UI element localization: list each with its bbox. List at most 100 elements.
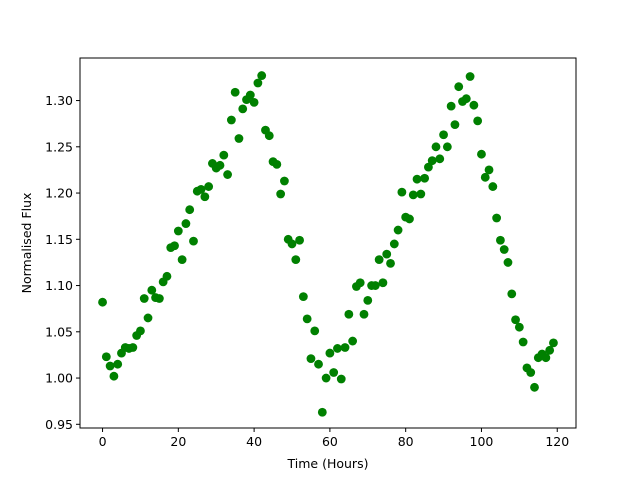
data-point	[344, 309, 354, 319]
data-point	[314, 359, 323, 369]
data-point	[204, 182, 214, 191]
data-point	[177, 255, 187, 265]
x-axis-ticks: 0 20 40 60 80 100 120	[99, 428, 569, 449]
data-point	[492, 213, 502, 223]
data-point	[420, 173, 430, 183]
data-point	[442, 142, 452, 152]
x-tick-label: 120	[545, 434, 569, 449]
data-point	[154, 294, 164, 303]
data-point	[234, 134, 244, 143]
data-point	[253, 78, 263, 88]
y-tick-label: 1.15	[45, 232, 73, 247]
data-point	[416, 189, 426, 199]
data-point	[355, 278, 365, 288]
data-point	[480, 172, 490, 182]
data-point	[477, 149, 486, 159]
x-tick-label: 60	[322, 434, 338, 449]
x-tick-label: 80	[398, 434, 414, 449]
data-point	[264, 131, 274, 141]
data-point	[473, 116, 483, 126]
data-point	[424, 162, 433, 172]
x-tick-label: 20	[170, 434, 186, 449]
data-point	[507, 289, 517, 299]
data-point	[226, 115, 236, 125]
data-point	[219, 150, 229, 160]
data-point	[215, 160, 225, 170]
data-point	[147, 285, 157, 295]
data-point	[389, 239, 399, 249]
y-tick-label: 1.10	[45, 278, 73, 293]
data-point	[173, 226, 183, 236]
data-point	[98, 297, 107, 307]
y-tick-label: 1.00	[45, 371, 73, 386]
data-point	[272, 159, 282, 169]
data-point	[298, 292, 308, 302]
data-point	[333, 344, 342, 353]
data-point	[446, 101, 456, 111]
data-point	[397, 187, 407, 197]
y-axis-label: Normalised Flux	[19, 193, 34, 294]
data-point	[461, 94, 471, 104]
data-point	[526, 368, 536, 377]
data-point	[499, 245, 509, 254]
data-point	[454, 82, 464, 92]
data-point	[503, 258, 513, 267]
data-point	[386, 258, 395, 268]
x-tick-label: 0	[99, 434, 107, 449]
data-point	[408, 190, 418, 200]
data-point	[545, 345, 555, 355]
data-point	[306, 354, 316, 364]
data-point	[484, 165, 494, 175]
data-point	[439, 130, 448, 140]
scatter-points	[98, 71, 558, 417]
data-point	[329, 368, 339, 377]
data-point	[359, 309, 369, 319]
data-point	[321, 373, 331, 383]
plot-frame	[79, 57, 577, 429]
data-point	[249, 98, 259, 107]
data-point	[496, 235, 505, 245]
data-point	[113, 359, 123, 369]
data-point	[370, 281, 380, 290]
data-point	[465, 72, 475, 81]
data-point	[431, 142, 441, 152]
data-point	[189, 236, 198, 246]
data-point	[109, 371, 119, 381]
data-point	[541, 353, 551, 363]
data-point	[230, 87, 240, 97]
x-tick-label: 40	[246, 434, 262, 449]
data-point	[317, 407, 327, 417]
data-point	[450, 120, 460, 129]
data-point	[530, 382, 539, 392]
data-point	[245, 90, 255, 100]
data-point	[488, 182, 498, 191]
data-point	[302, 314, 312, 324]
data-point	[405, 214, 414, 224]
data-point	[295, 235, 304, 245]
data-point	[139, 294, 149, 303]
data-point	[128, 343, 138, 352]
data-point	[287, 239, 297, 249]
data-point	[348, 336, 358, 346]
data-point	[378, 278, 388, 288]
y-tick-label: 1.25	[45, 139, 73, 154]
data-point	[427, 156, 437, 166]
data-point	[196, 184, 206, 194]
data-point	[105, 361, 115, 371]
data-point	[514, 322, 524, 332]
data-point	[549, 338, 558, 348]
data-point	[310, 326, 320, 336]
data-point	[518, 337, 528, 347]
data-point	[325, 348, 335, 358]
y-tick-label: 1.20	[45, 186, 73, 201]
data-point	[382, 249, 392, 259]
data-point	[101, 352, 111, 362]
y-tick-label: 1.05	[45, 324, 73, 339]
data-point	[291, 255, 301, 265]
data-point	[170, 241, 179, 251]
data-point	[469, 100, 479, 110]
x-tick-label: 100	[470, 434, 494, 449]
data-point	[276, 189, 286, 199]
y-tick-label: 1.30	[45, 93, 73, 108]
